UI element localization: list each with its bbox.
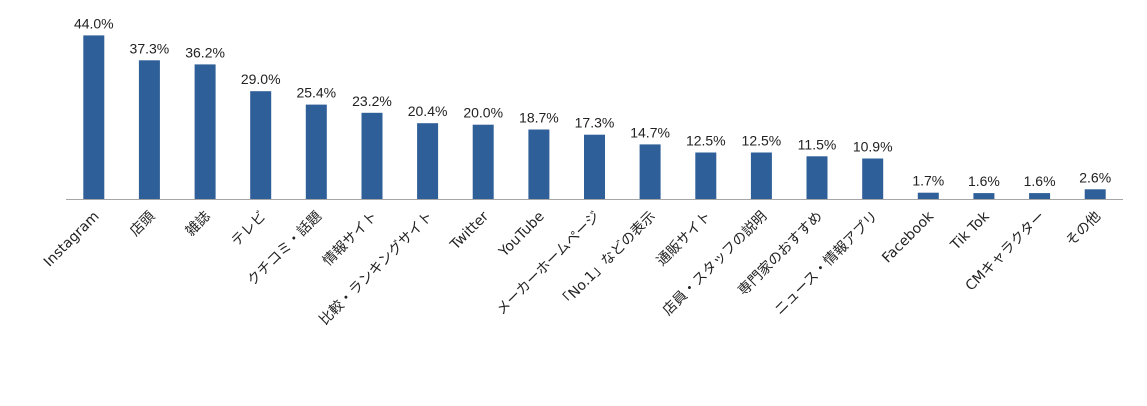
bar <box>750 152 772 199</box>
bar-value-label: 36.2% <box>185 44 225 60</box>
bar-value-label: 37.3% <box>130 40 170 56</box>
bar-value-label: 1.6% <box>968 173 1000 189</box>
category-label: 雑誌 <box>183 209 214 240</box>
bar-value-label: 1.7% <box>912 173 944 189</box>
bars-group <box>83 35 1106 200</box>
bar-value-label: 29.0% <box>241 71 281 87</box>
bar <box>305 104 327 199</box>
category-label: 比較・ランキングサイト <box>317 209 437 329</box>
bar <box>83 35 105 200</box>
bar <box>472 124 494 199</box>
bar-value-label: 12.5% <box>742 133 782 149</box>
category-label: 店員・スタッフの説明 <box>660 209 770 319</box>
bar-value-label: 14.7% <box>630 124 670 140</box>
category-label: テレビ <box>229 209 270 250</box>
bar-value-label: 1.6% <box>1024 173 1056 189</box>
category-label: メーカーホームページ <box>494 209 604 319</box>
bar <box>528 129 550 199</box>
bar <box>806 156 828 200</box>
category-label: 通販サイト <box>654 209 715 270</box>
bar <box>973 193 995 199</box>
bar-value-label: 11.5% <box>798 136 837 152</box>
category-label: ニュース・情報アプリ <box>772 209 882 319</box>
bar <box>1029 193 1051 199</box>
category-label: Facebook <box>879 208 937 266</box>
bar <box>361 112 383 199</box>
bar <box>862 158 884 199</box>
bar <box>584 134 605 199</box>
bar <box>639 144 661 199</box>
bar <box>138 60 160 199</box>
category-label: Twitter <box>447 208 492 253</box>
bar-value-label: 10.9% <box>853 139 893 155</box>
bar-value-label: 17.3% <box>575 115 615 131</box>
bar <box>250 91 272 199</box>
category-label: 情報サイト <box>320 209 381 270</box>
bar-value-label: 25.4% <box>296 85 336 101</box>
category-label: Tik Tok <box>947 208 993 254</box>
bar <box>1084 189 1106 199</box>
bar-value-label: 20.0% <box>463 105 503 121</box>
bar <box>695 152 717 199</box>
value-labels-group: 44.0% 37.3% 36.2% 29.0% 25.4% 23.2% 20.4% 20.0%… <box>74 15 1111 189</box>
category-label: Instagram <box>41 209 103 271</box>
category-label: 「No.1」などの表示 <box>556 209 659 312</box>
bar-value-label: 12.5% <box>686 133 726 149</box>
bar-value-label: 18.7% <box>519 110 559 126</box>
bar-value-label: 20.4% <box>408 103 448 119</box>
category-label: 店頭 <box>127 209 158 240</box>
bar <box>417 123 439 199</box>
category-label: その他 <box>1063 209 1104 250</box>
category-label: YouTube <box>495 209 547 261</box>
bar <box>917 192 939 199</box>
bar-value-label: 23.2% <box>352 93 392 109</box>
bar-value-label: 2.6% <box>1079 169 1111 185</box>
bar <box>194 64 216 200</box>
bar-value-label: 44.0% <box>74 15 114 31</box>
